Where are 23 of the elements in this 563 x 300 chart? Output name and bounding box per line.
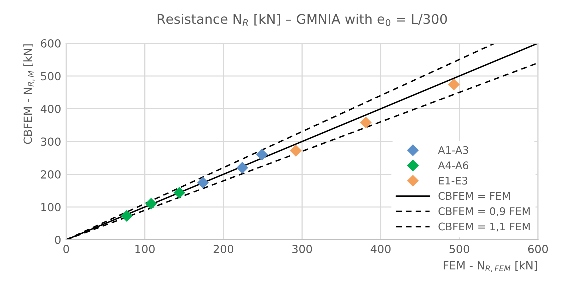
legend-label: A1-A3 xyxy=(438,146,468,154)
y-tick-label: 100 xyxy=(42,203,61,212)
x-tick-label: 400 xyxy=(370,245,391,254)
legend-label: E1-E3 xyxy=(439,176,468,185)
x-tick-label: 600 xyxy=(528,245,548,254)
legend-label: CBFEM = 1,1 FEM xyxy=(438,222,530,232)
legend-label: A4-A6 xyxy=(438,162,469,170)
y-axis-title: CBFEM - N$_{R,M}$ [kN] xyxy=(24,44,35,144)
x-axis-title: FEM - N$_{R,FEM}$ [kN] xyxy=(444,261,538,272)
y-tick-label: 200 xyxy=(41,170,61,179)
y-tick-label: 500 xyxy=(41,72,61,81)
x-tick-label: 200 xyxy=(214,245,234,254)
x-tick-label: 500 xyxy=(450,245,470,254)
y-tick-label: 600 xyxy=(41,39,61,48)
x-tick-label: 300 xyxy=(292,245,312,254)
y-tick-label: 0 xyxy=(55,236,61,244)
x-tick-label: 0 xyxy=(64,245,70,254)
legend-label: CBFEM = 0,9 FEM xyxy=(438,208,530,216)
y-tick-label: 400 xyxy=(40,104,61,114)
x-tick-label: 100 xyxy=(136,245,155,254)
legend-label: CBFEM = FEM xyxy=(438,192,510,200)
y-tick-label: 300 xyxy=(41,138,61,146)
chart-title: Resistance N$_{R}$ [kN] – GMNIA with e$_{0}$ = L/300 xyxy=(158,14,448,26)
